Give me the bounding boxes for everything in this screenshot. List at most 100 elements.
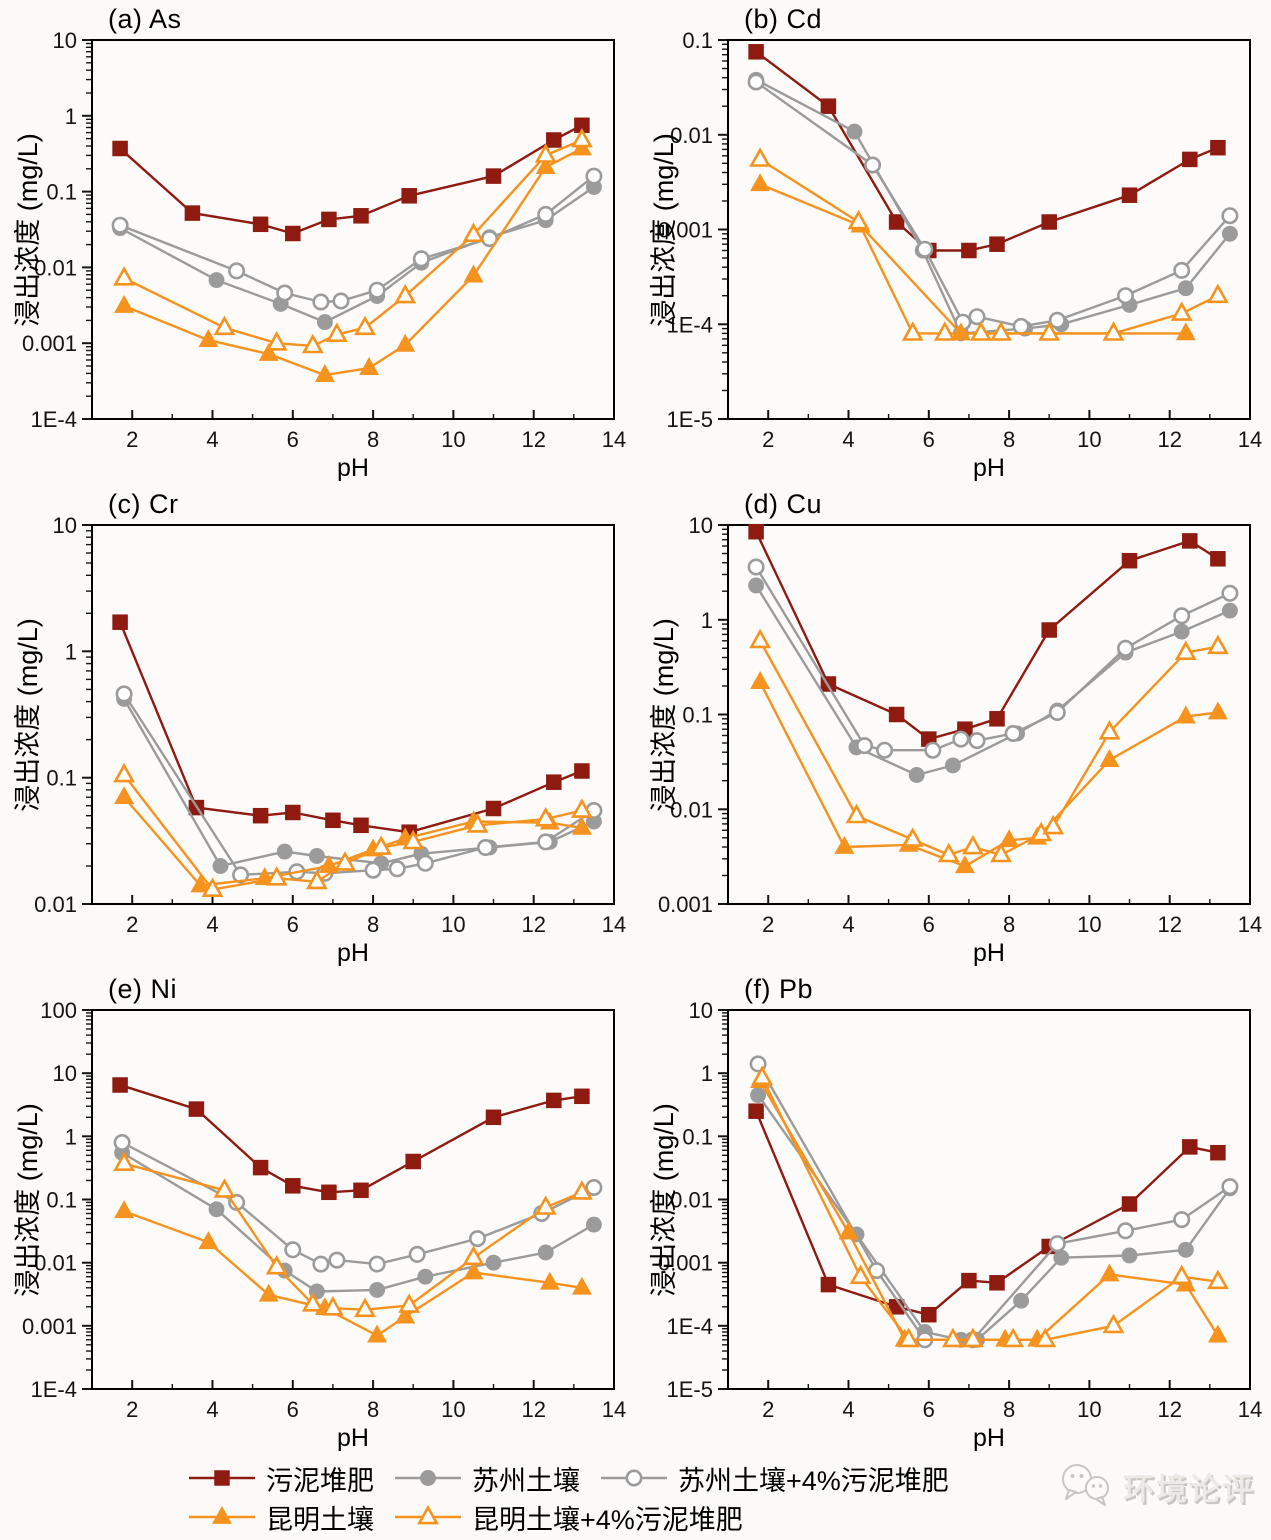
series-sludge_compost bbox=[112, 1077, 590, 1201]
svg-text:2: 2 bbox=[762, 1397, 774, 1422]
series-sludge_compost bbox=[748, 523, 1226, 747]
svg-text:8: 8 bbox=[1003, 427, 1015, 452]
svg-text:14: 14 bbox=[602, 1397, 626, 1422]
svg-text:10: 10 bbox=[689, 513, 713, 538]
series-sludge_compost bbox=[112, 614, 590, 840]
svg-text:2: 2 bbox=[762, 912, 774, 937]
svg-text:8: 8 bbox=[1003, 1397, 1015, 1422]
svg-text:10: 10 bbox=[1077, 427, 1101, 452]
svg-text:14: 14 bbox=[1238, 427, 1262, 452]
svg-text:12: 12 bbox=[521, 427, 545, 452]
legend-swatch-kunming_soil bbox=[189, 1505, 255, 1524]
svg-text:10: 10 bbox=[1077, 1397, 1101, 1422]
plot-cd: 0.1 0.01 0.001 1E-4 1E-5 2 4 6 8 10 12 14 bbox=[658, 28, 1262, 452]
legend-row-1: 污泥堆肥 苏州土壤 苏州土壤+4%污泥堆肥 bbox=[186, 1459, 1271, 1498]
svg-text:1: 1 bbox=[65, 639, 77, 664]
legend-swatch-suzhou_soil bbox=[395, 1470, 461, 1486]
x-axis-label: pH bbox=[973, 454, 1005, 482]
svg-text:10: 10 bbox=[53, 28, 77, 53]
svg-text:0.1: 0.1 bbox=[682, 1124, 713, 1149]
legend-swatch-kunming_soil_4pct bbox=[395, 1504, 461, 1525]
svg-text:100: 100 bbox=[40, 998, 77, 1023]
series-suzhou_soil_4pct bbox=[747, 73, 1239, 335]
panel-cr: 10 1 0.1 0.01 2 4 6 8 10 12 14 (c) Cr 浸出浓度 (mg/L) … bbox=[0, 485, 635, 970]
svg-text:8: 8 bbox=[367, 1397, 379, 1422]
legend-swatch-sludge_compost bbox=[189, 1470, 255, 1486]
svg-text:4: 4 bbox=[206, 912, 218, 937]
series-kunming_soil_4pct bbox=[113, 1151, 593, 1318]
svg-text:1: 1 bbox=[65, 104, 77, 129]
x-axis-label: pH bbox=[973, 1424, 1005, 1452]
svg-text:14: 14 bbox=[602, 912, 626, 937]
svg-text:0.01: 0.01 bbox=[34, 255, 77, 280]
panel-ni: 100 10 1 0.1 0.01 0.001 1E-4 2 4 6 8 10 12 14 (e) Ni … bbox=[0, 970, 635, 1455]
series-suzhou_soil_4pct bbox=[747, 558, 1239, 759]
svg-text:0.001: 0.001 bbox=[22, 1314, 77, 1339]
svg-text:12: 12 bbox=[521, 912, 545, 937]
wechat-logo-icon bbox=[1062, 1464, 1109, 1506]
series-kunming_soil_4pct bbox=[751, 1065, 1229, 1348]
svg-text:6: 6 bbox=[287, 427, 299, 452]
svg-text:1E-5: 1E-5 bbox=[667, 407, 713, 432]
panel-cu: 10 1 0.1 0.01 0.001 2 4 6 8 10 12 14 (d) Cu 浸出浓度 (m… bbox=[636, 485, 1271, 970]
svg-text:14: 14 bbox=[602, 427, 626, 452]
legend-label-sludge_compost: 污泥堆肥 bbox=[266, 1465, 374, 1496]
svg-text:2: 2 bbox=[126, 1397, 138, 1422]
svg-text:8: 8 bbox=[367, 427, 379, 452]
svg-text:0.01: 0.01 bbox=[670, 123, 713, 148]
svg-text:0.1: 0.1 bbox=[46, 180, 77, 205]
svg-text:4: 4 bbox=[842, 912, 854, 937]
watermark-text: 环境论评 bbox=[1123, 1471, 1255, 1507]
legend-label-suzhou_soil_4pct: 苏州土壤+4%污泥堆肥 bbox=[678, 1465, 949, 1496]
legend-label-kunming_soil_4pct: 昆明土壤+4%污泥堆肥 bbox=[472, 1504, 743, 1535]
svg-text:4: 4 bbox=[206, 427, 218, 452]
svg-text:12: 12 bbox=[1157, 912, 1181, 937]
svg-text:1E-4: 1E-4 bbox=[667, 1314, 713, 1339]
series-suzhou_soil_4pct bbox=[115, 685, 603, 884]
y-axis-label: 浸出浓度 (mg/L) bbox=[13, 618, 43, 812]
panel-as: 10 1 0.1 0.01 0.001 1E-4 2 4 6 8 10 12 14 (a) As 浸出浓… bbox=[0, 0, 635, 485]
svg-text:10: 10 bbox=[53, 513, 77, 538]
panel-title-pb: (f) Pb bbox=[744, 974, 814, 1004]
svg-text:6: 6 bbox=[923, 427, 935, 452]
svg-text:10: 10 bbox=[441, 427, 465, 452]
series-suzhou_soil_4pct bbox=[749, 1055, 1239, 1349]
svg-text:1E-4: 1E-4 bbox=[31, 407, 77, 432]
svg-text:14: 14 bbox=[1238, 1397, 1262, 1422]
svg-text:0.001: 0.001 bbox=[658, 1251, 713, 1276]
svg-text:2: 2 bbox=[126, 427, 138, 452]
series-kunming_soil_4pct bbox=[749, 147, 1229, 341]
svg-text:0.01: 0.01 bbox=[670, 1188, 713, 1213]
svg-text:0.01: 0.01 bbox=[34, 892, 77, 917]
svg-text:10: 10 bbox=[1077, 912, 1101, 937]
y-axis-label: 浸出浓度 (mg/L) bbox=[649, 1103, 679, 1297]
y-axis-label: 浸出浓度 (mg/L) bbox=[649, 133, 679, 327]
svg-text:10: 10 bbox=[441, 1397, 465, 1422]
svg-text:10: 10 bbox=[441, 912, 465, 937]
svg-text:1: 1 bbox=[701, 1061, 713, 1086]
panel-cd: 0.1 0.01 0.001 1E-4 1E-5 2 4 6 8 10 12 14 (b) Cd 浸出… bbox=[636, 0, 1271, 485]
svg-text:0.1: 0.1 bbox=[46, 766, 77, 791]
legend-item-suzhou_soil: 苏州土壤 bbox=[392, 1459, 580, 1498]
svg-text:8: 8 bbox=[1003, 912, 1015, 937]
svg-text:12: 12 bbox=[1157, 427, 1181, 452]
legend-item-kunming_soil_4pct: 昆明土壤+4%污泥堆肥 bbox=[392, 1498, 743, 1537]
panel-title-cd: (b) Cd bbox=[744, 4, 823, 34]
svg-text:6: 6 bbox=[923, 912, 935, 937]
legend-swatch-suzhou_soil_4pct bbox=[601, 1469, 667, 1487]
legend: 污泥堆肥 苏州土壤 苏州土壤+4%污泥堆肥 昆明土壤 昆明土壤+4%污泥堆肥 环境论评 bbox=[0, 1455, 1271, 1540]
legend-item-suzhou_soil_4pct: 苏州土壤+4%污泥堆肥 bbox=[598, 1459, 949, 1498]
svg-text:0.01: 0.01 bbox=[34, 1251, 77, 1276]
svg-text:6: 6 bbox=[287, 1397, 299, 1422]
legend-row-2: 昆明土壤 昆明土壤+4%污泥堆肥 bbox=[186, 1498, 1271, 1537]
svg-text:6: 6 bbox=[287, 912, 299, 937]
svg-text:2: 2 bbox=[762, 427, 774, 452]
x-axis-label: pH bbox=[337, 1424, 369, 1452]
x-axis-label: pH bbox=[973, 939, 1005, 967]
y-axis-label: 浸出浓度 (mg/L) bbox=[649, 618, 679, 812]
svg-text:14: 14 bbox=[1238, 912, 1262, 937]
svg-text:0.001: 0.001 bbox=[658, 892, 713, 917]
svg-text:0.1: 0.1 bbox=[46, 1188, 77, 1213]
panel-title-ni: (e) Ni bbox=[108, 974, 177, 1004]
panel-title-as: (a) As bbox=[108, 4, 182, 34]
